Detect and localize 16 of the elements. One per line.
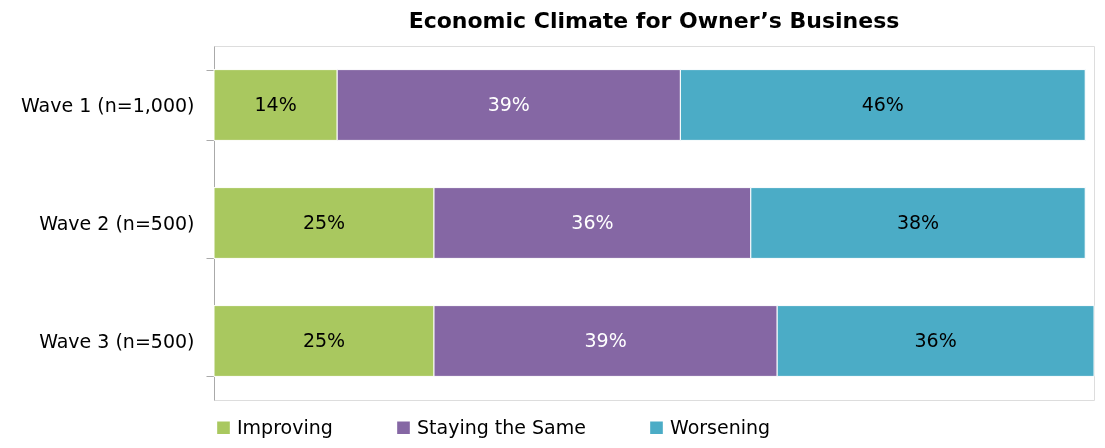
data-label: 36% — [914, 329, 957, 351]
data-label: 25% — [302, 211, 346, 233]
data-label: 38% — [896, 211, 940, 233]
y-tick-label: Wave 1 (n=1,000) — [21, 93, 195, 116]
chart-title: Economic Climate for Owner’s Business — [408, 8, 900, 33]
data-label: 39% — [487, 93, 530, 115]
legend-label: Improving — [237, 415, 333, 438]
y-tick-label: Wave 2 (n=500) — [39, 211, 195, 234]
data-label: 36% — [571, 211, 614, 233]
legend-label: Worsening — [670, 415, 771, 438]
y-tick-label: Wave 3 (n=500) — [39, 329, 195, 352]
data-label: 39% — [584, 329, 627, 351]
legend-label: Staying the Same — [417, 415, 586, 438]
data-label: 14% — [254, 93, 297, 115]
data-label: 46% — [861, 93, 904, 115]
data-label: 25% — [302, 329, 346, 351]
